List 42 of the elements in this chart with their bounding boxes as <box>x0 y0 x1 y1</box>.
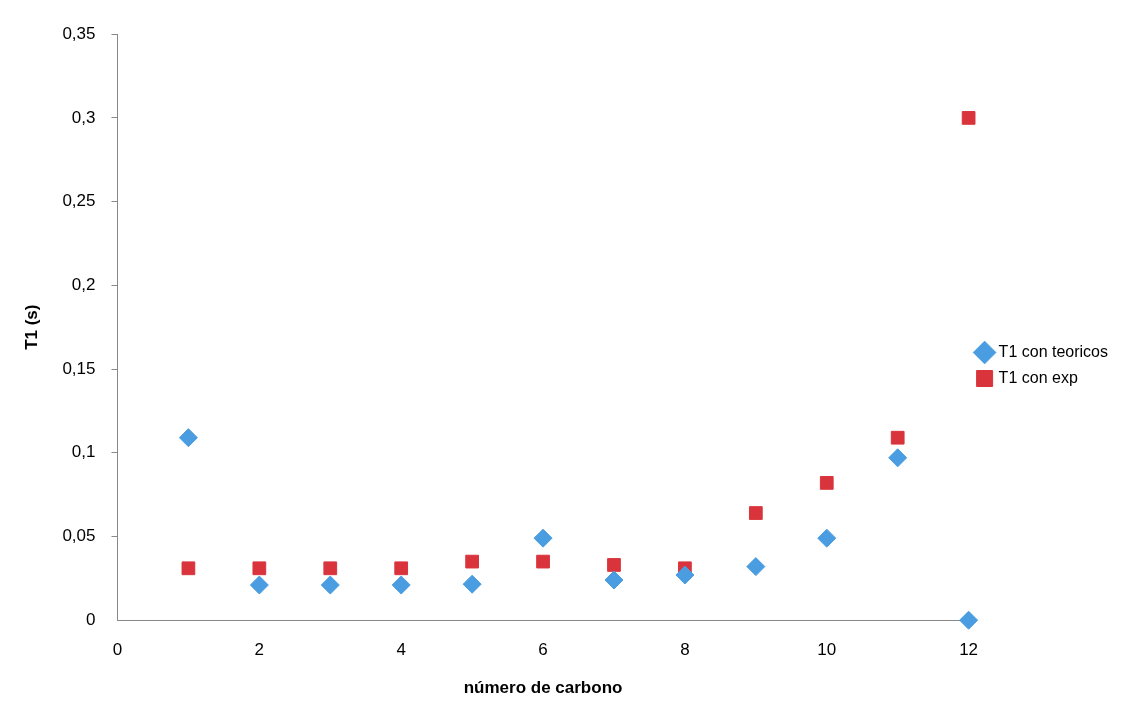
y-tick-label: 0 <box>86 609 96 629</box>
y-tick-label: 0,35 <box>62 23 96 43</box>
point <box>675 565 695 585</box>
y-tick-label: 0,05 <box>62 526 96 546</box>
point <box>961 111 976 125</box>
point <box>959 610 979 630</box>
point <box>252 561 267 576</box>
point <box>607 558 621 572</box>
y-tick-label: 0,1 <box>71 442 96 462</box>
point <box>819 476 834 490</box>
legend-label: T1 con teoricos <box>998 342 1109 360</box>
x-tick-label: 0 <box>112 640 123 660</box>
point <box>604 570 624 590</box>
y-tick-label: 0,3 <box>71 107 96 127</box>
y-tick-label: 0,25 <box>62 191 96 211</box>
point <box>890 430 905 445</box>
point <box>178 428 198 448</box>
point <box>533 528 553 548</box>
y-tick-label: 0,15 <box>62 358 96 378</box>
x-tick-label: 6 <box>538 640 548 660</box>
point <box>249 575 269 595</box>
point <box>536 554 550 569</box>
point <box>181 561 196 576</box>
point <box>465 554 479 569</box>
x-axis-title: número de carbono <box>463 678 623 698</box>
point <box>462 574 482 594</box>
point <box>817 528 837 548</box>
x-tick-label: 12 <box>959 640 979 660</box>
x-tick-label: 8 <box>680 640 690 660</box>
point <box>391 575 411 595</box>
point <box>394 561 409 576</box>
point <box>748 506 763 520</box>
x-tick-label: 2 <box>254 640 265 660</box>
point <box>746 557 766 577</box>
point <box>320 575 340 595</box>
point <box>888 448 908 468</box>
y-tick-label: 0,2 <box>71 275 96 295</box>
x-tick-label: 10 <box>817 640 837 660</box>
y-axis-title: T1 (s) <box>21 304 41 350</box>
legend-label: T1 con exp <box>998 368 1078 386</box>
x-tick-label: 4 <box>396 640 406 660</box>
point <box>323 561 338 576</box>
